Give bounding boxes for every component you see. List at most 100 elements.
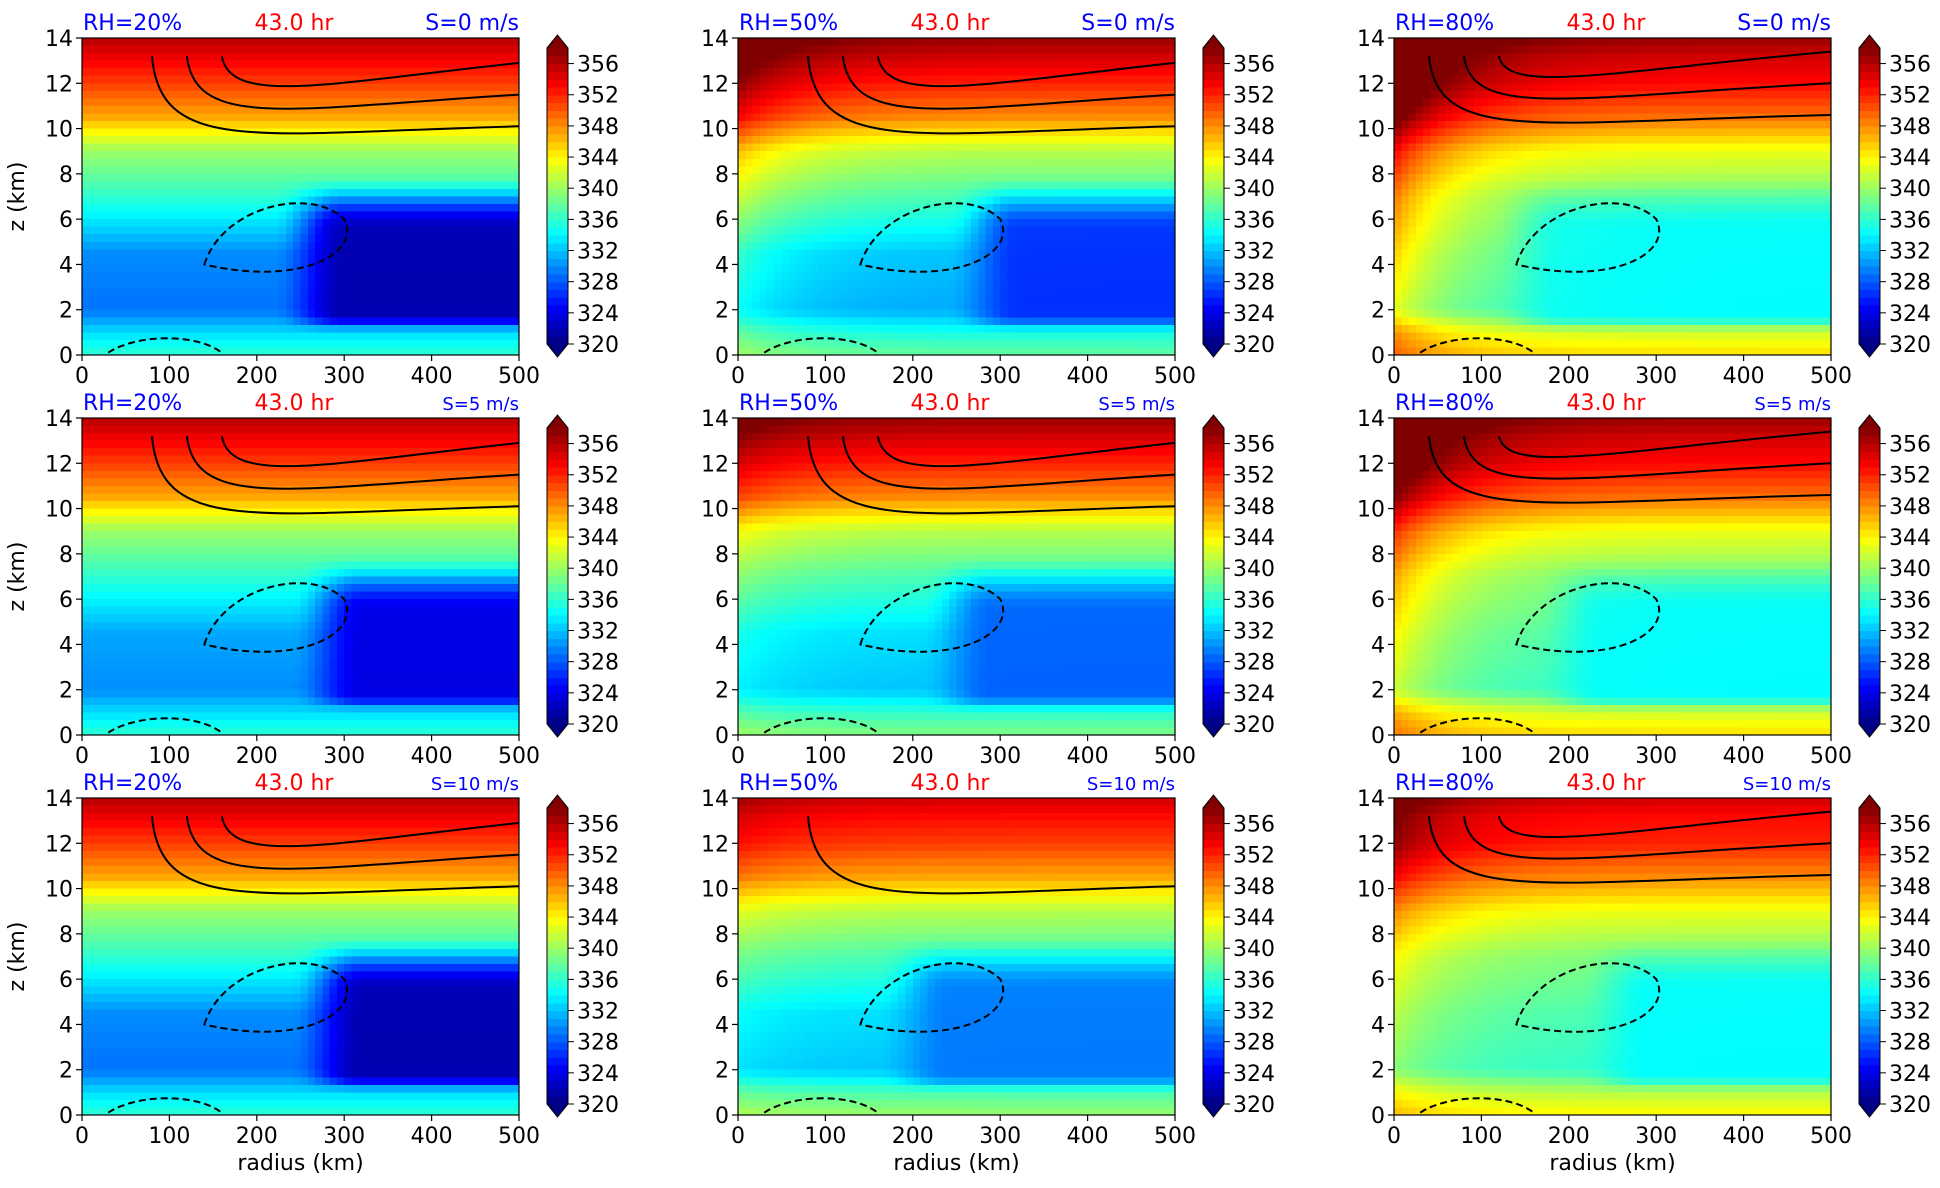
heatmap-cell xyxy=(1117,136,1125,144)
heatmap-cell xyxy=(118,332,126,340)
heatmap-cell xyxy=(111,212,119,220)
heatmap-cell xyxy=(381,280,389,288)
heatmap-cell xyxy=(82,68,90,76)
heatmap-cell xyxy=(884,83,892,91)
heatmap-cell xyxy=(1000,325,1008,333)
heatmap-cell xyxy=(359,280,367,288)
heatmap-cell xyxy=(497,272,505,280)
heatmap-cell xyxy=(862,219,870,227)
heatmap-cell xyxy=(155,234,163,242)
heatmap-cell xyxy=(184,83,192,91)
heatmap-cell xyxy=(978,53,986,61)
heatmap-cell xyxy=(978,227,986,235)
heatmap-cell xyxy=(920,144,928,152)
heatmap-cell xyxy=(782,136,790,144)
heatmap-cell xyxy=(104,83,112,91)
heatmap-cell xyxy=(82,264,90,272)
heatmap-cell xyxy=(235,106,243,114)
heatmap-cell xyxy=(133,83,141,91)
heatmap-cell xyxy=(235,136,243,144)
heatmap-cell xyxy=(884,106,892,114)
heatmap-cell xyxy=(1051,181,1059,189)
heatmap-cell xyxy=(140,272,148,280)
heatmap-cell xyxy=(118,68,126,76)
heatmap-cell xyxy=(439,204,447,212)
heatmap-cell xyxy=(483,129,491,137)
heatmap-cell xyxy=(906,38,914,46)
heatmap-cell xyxy=(373,242,381,250)
heatmap-cell xyxy=(964,272,972,280)
heatmap-cell xyxy=(796,197,804,205)
heatmap-cell xyxy=(381,53,389,61)
heatmap-cell xyxy=(804,106,812,114)
heatmap-cell xyxy=(199,242,207,250)
heatmap-cell xyxy=(402,166,410,174)
heatmap-cell xyxy=(213,212,221,220)
heatmap-cell xyxy=(111,38,119,46)
heatmap-cell xyxy=(862,166,870,174)
heatmap-cell xyxy=(271,287,279,295)
heatmap-cell xyxy=(753,332,761,340)
heatmap-cell xyxy=(199,174,207,182)
heatmap-cell xyxy=(162,219,170,227)
heatmap-cell xyxy=(279,174,287,182)
heatmap-cell xyxy=(169,302,177,310)
heatmap-cell xyxy=(104,272,112,280)
heatmap-cell xyxy=(927,91,935,99)
heatmap-cell xyxy=(869,204,877,212)
heatmap-cell xyxy=(82,227,90,235)
heatmap-cell xyxy=(869,83,877,91)
heatmap-cell xyxy=(891,136,899,144)
heatmap-cell xyxy=(235,61,243,69)
heatmap-cell xyxy=(162,174,170,182)
heatmap-cell xyxy=(927,257,935,265)
heatmap-cell xyxy=(1015,106,1023,114)
heatmap-cell xyxy=(957,181,965,189)
heatmap-cell xyxy=(1095,38,1103,46)
heatmap-cell xyxy=(89,166,97,174)
heatmap-cell xyxy=(993,166,1001,174)
heatmap-cell xyxy=(957,227,965,235)
heatmap-cell xyxy=(293,287,301,295)
heatmap-cell xyxy=(381,129,389,137)
heatmap-cell xyxy=(271,106,279,114)
heatmap-cell xyxy=(330,295,338,303)
heatmap-cell xyxy=(126,76,134,84)
heatmap-cell xyxy=(279,61,287,69)
heatmap-cell xyxy=(490,136,498,144)
heatmap-cell xyxy=(891,61,899,69)
heatmap-cell xyxy=(308,234,316,242)
heatmap-cell xyxy=(381,264,389,272)
heatmap-cell xyxy=(1109,272,1117,280)
heatmap-cell xyxy=(1066,242,1074,250)
heatmap-cell xyxy=(220,272,228,280)
heatmap-cell xyxy=(373,347,381,355)
heatmap-cell xyxy=(774,197,782,205)
heatmap-cell xyxy=(155,325,163,333)
heatmap-cell xyxy=(330,332,338,340)
heatmap-cell xyxy=(439,347,447,355)
heatmap-cell xyxy=(1146,249,1154,257)
heatmap-cell xyxy=(833,68,841,76)
heatmap-cell xyxy=(971,61,979,69)
heatmap-cell xyxy=(220,212,228,220)
heatmap-cell xyxy=(453,242,461,250)
heatmap-cell xyxy=(140,46,148,54)
heatmap-cell xyxy=(869,332,877,340)
heatmap-cell xyxy=(1051,227,1059,235)
heatmap-cell xyxy=(468,280,476,288)
heatmap-cell xyxy=(104,68,112,76)
heatmap-cell xyxy=(869,287,877,295)
heatmap-cell xyxy=(228,121,236,129)
heatmap-cell xyxy=(818,295,826,303)
heatmap-cell xyxy=(199,151,207,159)
heatmap-cell xyxy=(366,310,374,318)
heatmap-cell xyxy=(796,317,804,325)
heatmap-cell xyxy=(804,129,812,137)
heatmap-cell xyxy=(402,242,410,250)
heatmap-cell xyxy=(833,212,841,220)
heatmap-cell xyxy=(1080,310,1088,318)
heatmap-cell xyxy=(1160,317,1168,325)
heatmap-cell xyxy=(1037,212,1045,220)
heatmap-cell xyxy=(315,325,323,333)
